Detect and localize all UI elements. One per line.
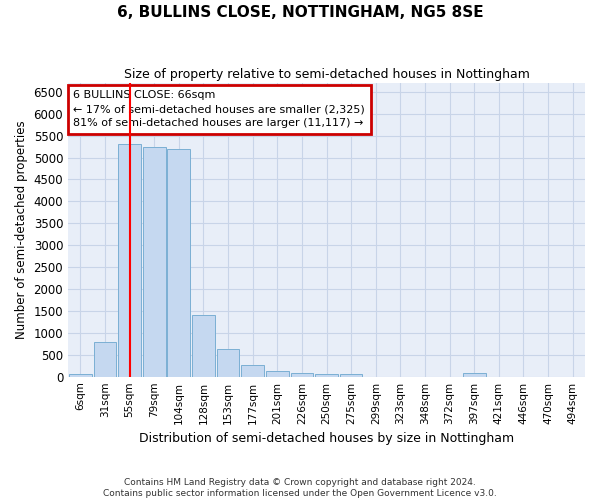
Bar — [143, 146, 166, 376]
Bar — [266, 371, 289, 376]
Bar — [94, 342, 116, 376]
Bar — [463, 373, 485, 376]
Bar — [340, 374, 362, 376]
Bar — [315, 374, 338, 376]
Text: 6 BULLINS CLOSE: 66sqm
← 17% of semi-detached houses are smaller (2,325)
81% of : 6 BULLINS CLOSE: 66sqm ← 17% of semi-det… — [73, 90, 365, 128]
Bar — [192, 315, 215, 376]
Bar — [167, 149, 190, 376]
Title: Size of property relative to semi-detached houses in Nottingham: Size of property relative to semi-detach… — [124, 68, 529, 80]
Bar — [217, 349, 239, 376]
Bar — [290, 373, 313, 376]
Y-axis label: Number of semi-detached properties: Number of semi-detached properties — [15, 120, 28, 339]
Bar — [69, 374, 92, 376]
X-axis label: Distribution of semi-detached houses by size in Nottingham: Distribution of semi-detached houses by … — [139, 432, 514, 445]
Text: 6, BULLINS CLOSE, NOTTINGHAM, NG5 8SE: 6, BULLINS CLOSE, NOTTINGHAM, NG5 8SE — [116, 5, 484, 20]
Text: Contains HM Land Registry data © Crown copyright and database right 2024.
Contai: Contains HM Land Registry data © Crown c… — [103, 478, 497, 498]
Bar — [241, 366, 264, 376]
Bar — [118, 144, 141, 376]
